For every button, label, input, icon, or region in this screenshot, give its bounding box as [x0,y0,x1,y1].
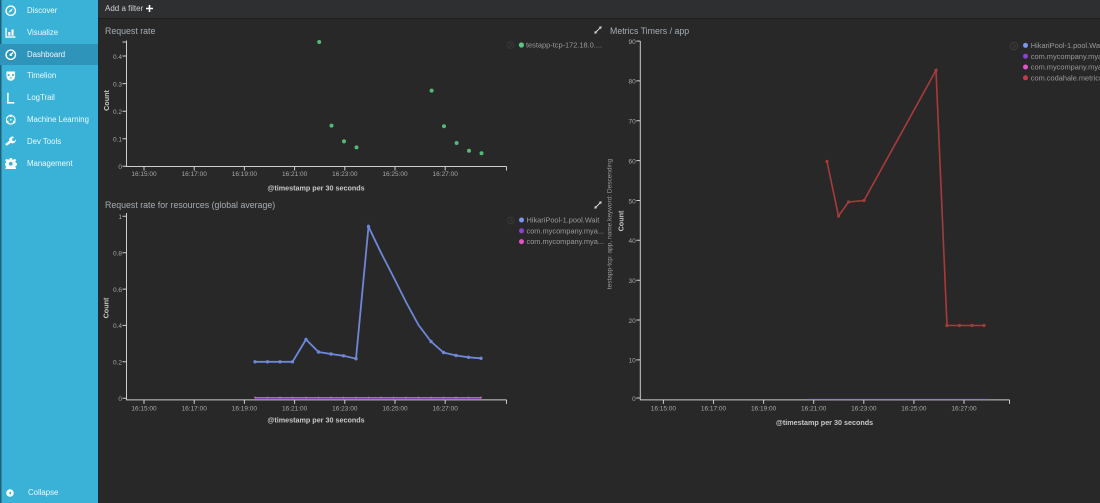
svg-text:0: 0 [118,164,122,171]
svg-text:20: 20 [628,318,636,325]
svg-text:16:21:00: 16:21:00 [282,171,308,178]
svg-text:@timestamp per 30 seconds: @timestamp per 30 seconds [267,416,364,425]
svg-text:0.8: 0.8 [113,251,122,258]
svg-text:testapp-tcp-172.18.0....: testapp-tcp-172.18.0.... [526,41,602,50]
svg-text:16:15:00: 16:15:00 [651,406,677,413]
svg-text:0.1: 0.1 [113,137,122,144]
svg-text:0.4: 0.4 [113,54,122,61]
svg-text:50: 50 [628,198,636,205]
svg-text:16:25:00: 16:25:00 [382,406,408,413]
svg-text:16:15:00: 16:15:00 [131,171,157,178]
svg-text:0: 0 [632,396,636,403]
svg-text:0.6: 0.6 [113,287,122,294]
svg-text:16:17:00: 16:17:00 [182,171,208,178]
svg-text:testapp-tcp: app, name.keyword: testapp-tcp: app, name.keyword: Descendi… [607,158,614,289]
svg-text:70: 70 [628,119,636,126]
svg-text:16:27:00: 16:27:00 [951,406,977,413]
svg-text:16:27:00: 16:27:00 [433,171,459,178]
svg-text:@timestamp per 30 seconds: @timestamp per 30 seconds [267,184,364,193]
svg-text:Count: Count [617,210,626,231]
svg-text:Count: Count [102,90,111,111]
svg-text:16:21:00: 16:21:00 [282,406,308,413]
svg-text:16:21:00: 16:21:00 [801,406,827,413]
svg-text:16:25:00: 16:25:00 [901,406,927,413]
svg-text:@timestamp per 30 seconds: @timestamp per 30 seconds [776,418,873,427]
svg-text:10: 10 [628,358,636,365]
svg-text:16:25:00: 16:25:00 [382,171,408,178]
svg-text:16:17:00: 16:17:00 [701,406,727,413]
svg-text:Metrics Timers / app: Metrics Timers / app [610,26,689,36]
svg-text:HikariPool-1.pool.Wait: HikariPool-1.pool.Wait [527,216,600,225]
svg-text:30: 30 [628,278,636,285]
svg-text:com.codahale.metrics: com.codahale.metrics [1031,73,1100,82]
svg-text:HikariPool-1.pool.Wait: HikariPool-1.pool.Wait [1031,41,1100,50]
svg-text:0.4: 0.4 [113,323,122,330]
svg-text:com.mycompany.mya...: com.mycompany.mya... [527,226,604,235]
svg-text:16:15:00: 16:15:00 [131,406,157,413]
svg-text:16:19:00: 16:19:00 [232,406,258,413]
svg-text:com.mycompany.myap: com.mycompany.myap [1031,63,1100,72]
svg-text:60: 60 [628,158,636,165]
svg-text:Count: Count [102,297,111,318]
svg-text:0.2: 0.2 [113,360,122,367]
svg-text:16:19:00: 16:19:00 [751,406,777,413]
svg-text:16:23:00: 16:23:00 [332,171,358,178]
svg-text:16:23:00: 16:23:00 [332,406,358,413]
svg-text:90: 90 [628,39,636,46]
svg-text:0.2: 0.2 [113,109,122,116]
svg-text:Request rate: Request rate [105,26,155,36]
svg-text:16:17:00: 16:17:00 [182,406,208,413]
svg-text:16:27:00: 16:27:00 [433,406,459,413]
svg-text:com.mycompany.mya...: com.mycompany.mya... [527,237,604,246]
svg-text:16:23:00: 16:23:00 [851,406,877,413]
svg-text:40: 40 [628,238,636,245]
svg-text:80: 80 [628,79,636,86]
svg-text:1: 1 [118,214,122,221]
svg-text:Request rate for resources (gl: Request rate for resources (global avera… [105,200,275,210]
svg-text:16:19:00: 16:19:00 [232,171,258,178]
svg-text:com.mycompany.myap: com.mycompany.myap [1031,52,1100,61]
svg-text:0.3: 0.3 [113,81,122,88]
svg-text:0: 0 [118,396,122,403]
